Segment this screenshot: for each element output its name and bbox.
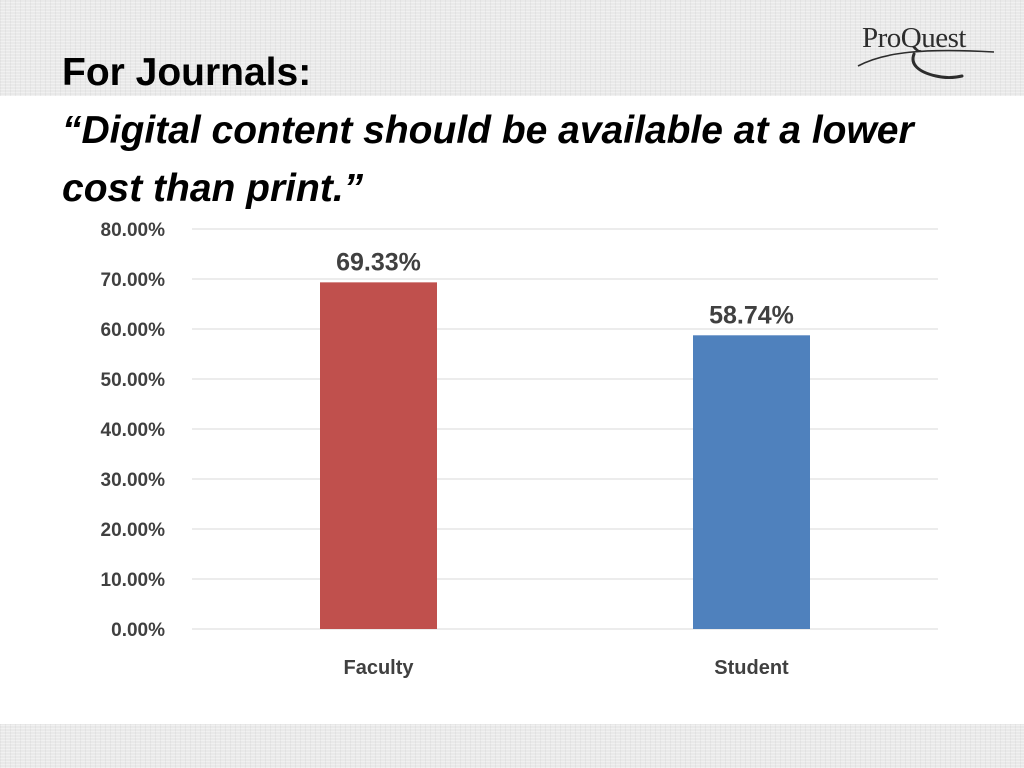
y-tick-label: 20.00% xyxy=(101,520,166,541)
category-label-faculty: Faculty xyxy=(343,657,414,679)
title-heading: For Journals: xyxy=(62,51,312,94)
proquest-logo: ProQuest xyxy=(854,22,1000,82)
data-labels: 69.33% 58.74% xyxy=(336,248,794,329)
y-tick-label: 60.00% xyxy=(101,320,166,341)
gridlines xyxy=(192,228,938,630)
header-band xyxy=(0,0,1024,96)
category-label-student: Student xyxy=(714,657,789,679)
y-tick-label: 80.00% xyxy=(101,220,166,241)
data-label-faculty: 69.33% xyxy=(336,248,421,276)
y-axis-ticks: 0.00% 10.00% 20.00% 30.00% 40.00% 50.00% 60.00… xyxy=(101,220,166,641)
y-tick-label: 30.00% xyxy=(101,470,166,491)
footer-band xyxy=(0,724,1024,768)
y-tick-label: 70.00% xyxy=(101,270,166,291)
data-label-student: 58.74% xyxy=(709,301,794,329)
y-tick-label: 10.00% xyxy=(101,570,166,591)
y-tick-label: 40.00% xyxy=(101,420,166,441)
title-quote: “Digital content should be available at … xyxy=(62,109,914,210)
bars xyxy=(320,282,810,629)
bar-faculty xyxy=(320,282,437,629)
logo-swoosh-icon xyxy=(857,49,995,79)
x-axis-categories: Faculty Student xyxy=(343,657,789,679)
bar-student xyxy=(693,335,810,629)
y-tick-label: 50.00% xyxy=(101,370,166,391)
logo-wordmark: ProQuest xyxy=(862,22,966,54)
y-tick-label: 0.00% xyxy=(111,620,165,641)
slide-title: For Journals: “Digital content should be… xyxy=(62,44,942,218)
